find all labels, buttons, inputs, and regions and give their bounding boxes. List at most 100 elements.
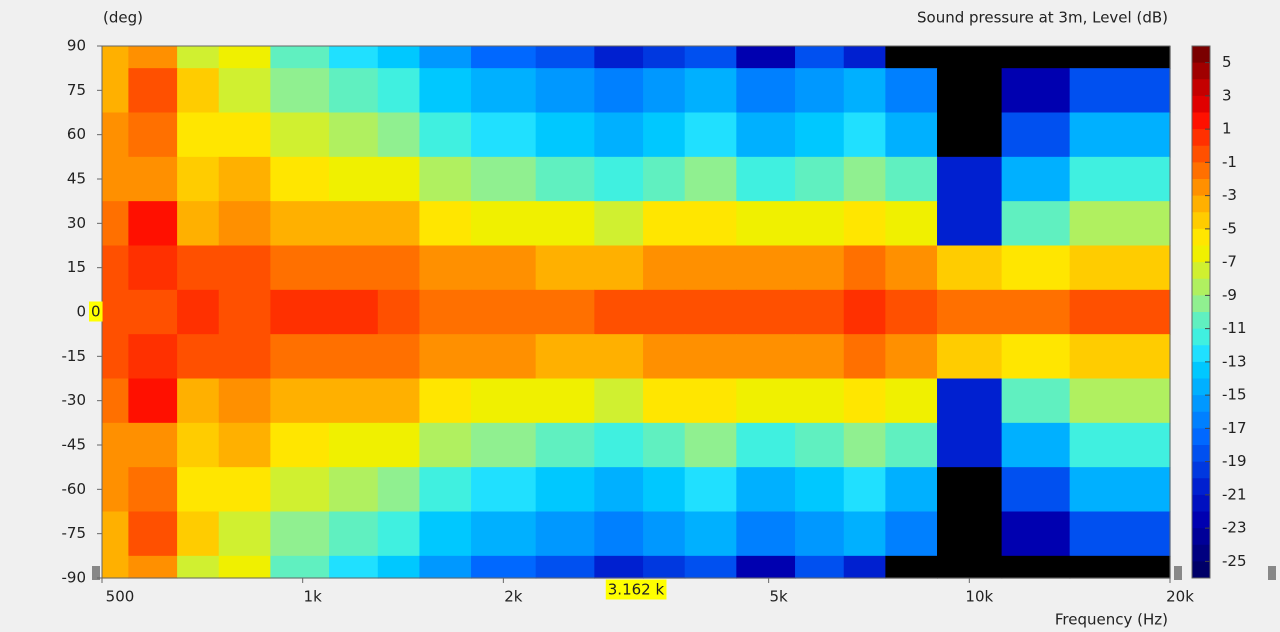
heatmap-cell: [1001, 511, 1071, 557]
heatmap-cell: [736, 511, 796, 557]
heatmap-cell: [885, 112, 938, 158]
heatmap-cell: [736, 201, 796, 247]
heatmap-cell: [937, 511, 1003, 557]
heatmap-cell: [1069, 289, 1171, 335]
colorbar-tick-label: -23: [1222, 519, 1247, 537]
heatmap-cell: [736, 245, 796, 291]
colorbar-band: [1192, 79, 1210, 97]
heatmap-cell: [471, 467, 537, 513]
slider-handle[interactable]: [92, 566, 100, 580]
heatmap-cell: [218, 378, 271, 424]
colorbar-band: [1192, 378, 1210, 396]
heatmap-cell: [843, 289, 886, 335]
heatmap-cell: [102, 112, 129, 158]
heatmap-cell: [1001, 46, 1071, 69]
heatmap-cell: [843, 46, 886, 69]
heatmap-cell: [736, 112, 796, 158]
heatmap-cell: [128, 422, 178, 468]
heatmap-cell: [885, 378, 938, 424]
slider-handle[interactable]: [1268, 566, 1276, 580]
heatmap-cell: [177, 555, 220, 579]
colorbar-band: [1192, 312, 1210, 330]
heatmap-cell: [885, 245, 938, 291]
heatmap-cell: [535, 378, 595, 424]
heatmap-cell: [102, 378, 129, 424]
y-tick-label: 60: [67, 125, 86, 143]
heatmap-cell: [535, 156, 595, 202]
heatmap-cell: [128, 555, 178, 579]
heatmap-cell: [594, 68, 644, 114]
heatmap-cell: [377, 68, 421, 114]
heatmap-cell: [329, 378, 379, 424]
heatmap-cell: [128, 112, 178, 158]
heatmap-cell: [1069, 467, 1171, 513]
heatmap-cell: [643, 46, 686, 69]
heatmap-cell: [643, 156, 686, 202]
heatmap-cell: [684, 68, 737, 114]
heatmap-cell: [795, 467, 845, 513]
x-tick-label: 10k: [965, 588, 993, 606]
heatmap-cell: [594, 201, 644, 247]
heatmap-cell: [684, 245, 737, 291]
heatmap-cell: [177, 511, 220, 557]
colorbar-band: [1192, 212, 1210, 230]
colorbar-band: [1192, 494, 1210, 512]
heatmap-cell: [1069, 511, 1171, 557]
y-tick-label: -15: [62, 347, 87, 365]
heatmap-cell: [177, 245, 220, 291]
heatmap-cell: [1069, 68, 1171, 114]
heatmap-cell: [684, 467, 737, 513]
heatmap-cell: [643, 201, 686, 247]
slider-handle[interactable]: [1174, 566, 1182, 580]
colorbar-tick-label: -1: [1222, 153, 1237, 171]
heatmap-cell: [1001, 68, 1071, 114]
cursor-label-box: [605, 579, 667, 600]
heatmap-cell: [795, 156, 845, 202]
colorbar-tick-label: -25: [1222, 552, 1247, 570]
heatmap-cell: [795, 112, 845, 158]
heatmap-cell: [643, 245, 686, 291]
heatmap-cell: [684, 201, 737, 247]
heatmap-cell: [471, 422, 537, 468]
heatmap-cell: [1069, 378, 1171, 424]
heatmap-cell: [937, 156, 1003, 202]
y-tick-label: -45: [62, 436, 87, 454]
heatmap-cell: [885, 201, 938, 247]
colorbar-band: [1192, 445, 1210, 463]
colorbar-tick-label: -15: [1222, 386, 1247, 404]
heatmap-cell: [535, 245, 595, 291]
heatmap-cell: [419, 555, 472, 579]
heatmap-cell: [937, 112, 1003, 158]
heatmap-cell: [535, 422, 595, 468]
heatmap-cell: [795, 334, 845, 380]
heatmap-cell: [736, 334, 796, 380]
heatmap-cell: [177, 334, 220, 380]
y-axis-label: (deg): [103, 9, 143, 27]
heatmap-cell: [684, 378, 737, 424]
heatmap-cell: [1069, 422, 1171, 468]
colorbar-band: [1192, 544, 1210, 562]
heatmap-cell: [1001, 289, 1071, 335]
colorbar-band: [1192, 328, 1210, 346]
heatmap-cell: [377, 334, 421, 380]
heatmap-cell: [128, 467, 178, 513]
heatmap-cell: [270, 334, 330, 380]
heatmap-cell: [736, 467, 796, 513]
heatmap-cell: [535, 289, 595, 335]
heatmap-cell: [471, 334, 537, 380]
heatmap-cell: [643, 511, 686, 557]
heatmap-cell: [1069, 201, 1171, 247]
heatmap-cell: [419, 156, 472, 202]
heatmap-cell: [102, 555, 129, 579]
heatmap-cell: [843, 555, 886, 579]
heatmap-cell: [128, 334, 178, 380]
heatmap-cell: [684, 46, 737, 69]
heatmap-cell: [102, 422, 129, 468]
heatmap-cell: [643, 467, 686, 513]
heatmap-cell: [643, 68, 686, 114]
colorbar-frame: [1191, 45, 1211, 579]
heatmap-cell: [471, 201, 537, 247]
heatmap-cell: [843, 334, 886, 380]
heatmap-cell: [177, 46, 220, 69]
